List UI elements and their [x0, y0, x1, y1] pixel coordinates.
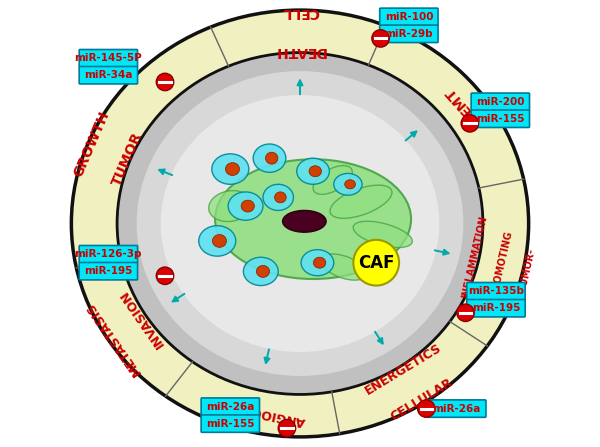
Ellipse shape	[71, 10, 529, 437]
Ellipse shape	[161, 95, 439, 352]
Circle shape	[461, 114, 479, 132]
Circle shape	[372, 30, 389, 47]
FancyBboxPatch shape	[471, 110, 530, 127]
Ellipse shape	[212, 154, 249, 184]
Ellipse shape	[137, 71, 463, 376]
Ellipse shape	[334, 173, 362, 195]
FancyBboxPatch shape	[201, 415, 259, 432]
Circle shape	[418, 400, 435, 417]
Ellipse shape	[297, 158, 329, 184]
Ellipse shape	[228, 192, 263, 220]
Text: CELL: CELL	[281, 5, 319, 19]
Ellipse shape	[313, 165, 352, 194]
Ellipse shape	[301, 249, 334, 276]
Text: miR-126-3p: miR-126-3p	[74, 249, 142, 259]
FancyBboxPatch shape	[79, 50, 137, 67]
FancyBboxPatch shape	[79, 67, 137, 84]
Text: EMT: EMT	[442, 83, 474, 117]
Circle shape	[353, 240, 399, 286]
Circle shape	[156, 267, 174, 284]
Text: miR-100: miR-100	[385, 12, 433, 22]
Ellipse shape	[199, 226, 236, 256]
Text: CAF: CAF	[358, 254, 394, 272]
Text: ENERGETICS: ENERGETICS	[362, 342, 443, 398]
Text: miR-26a: miR-26a	[206, 402, 254, 412]
Ellipse shape	[265, 152, 278, 164]
Text: miR-34a: miR-34a	[84, 70, 133, 80]
Ellipse shape	[345, 180, 355, 189]
Text: miR-145-5P: miR-145-5P	[74, 53, 142, 63]
Ellipse shape	[313, 257, 326, 268]
Ellipse shape	[321, 254, 367, 280]
Ellipse shape	[283, 211, 326, 232]
Ellipse shape	[253, 144, 286, 173]
Circle shape	[457, 304, 474, 321]
Text: miR-135b: miR-135b	[468, 286, 524, 296]
Text: miR-195: miR-195	[84, 266, 133, 276]
Text: miR-195: miR-195	[472, 303, 520, 313]
FancyBboxPatch shape	[471, 93, 530, 110]
Text: miR-26a: miR-26a	[433, 404, 481, 413]
FancyBboxPatch shape	[380, 8, 438, 25]
Circle shape	[156, 73, 174, 91]
Text: TUMOR: TUMOR	[109, 130, 145, 188]
Ellipse shape	[309, 166, 322, 177]
Text: miR-29b: miR-29b	[385, 29, 433, 39]
Text: METASTASIS: METASTASIS	[83, 299, 143, 378]
Circle shape	[278, 419, 296, 437]
Ellipse shape	[263, 184, 293, 211]
FancyBboxPatch shape	[380, 25, 438, 42]
Ellipse shape	[241, 200, 254, 212]
Ellipse shape	[256, 266, 269, 277]
Text: PROMOTING: PROMOTING	[489, 230, 514, 297]
FancyBboxPatch shape	[79, 245, 137, 263]
Ellipse shape	[226, 163, 239, 176]
Text: CELLULAR: CELLULAR	[388, 376, 455, 424]
FancyBboxPatch shape	[467, 299, 525, 317]
Text: ANGIOGENESIS: ANGIOGENESIS	[201, 393, 307, 428]
Ellipse shape	[212, 235, 226, 247]
Ellipse shape	[244, 257, 278, 286]
Ellipse shape	[209, 190, 252, 222]
FancyBboxPatch shape	[467, 283, 525, 300]
Text: miR-200: miR-200	[476, 97, 524, 107]
Ellipse shape	[117, 53, 483, 394]
Ellipse shape	[353, 221, 412, 248]
Text: miR-155: miR-155	[206, 419, 254, 429]
Text: GROWTH: GROWTH	[71, 109, 112, 179]
Ellipse shape	[275, 192, 286, 203]
Text: miR-155: miR-155	[476, 114, 524, 124]
FancyBboxPatch shape	[201, 398, 259, 415]
Text: INFLAMMATION: INFLAMMATION	[460, 215, 489, 300]
Text: DEATH: DEATH	[274, 44, 326, 58]
FancyBboxPatch shape	[79, 262, 137, 280]
Ellipse shape	[215, 159, 411, 279]
Text: TUMOR-: TUMOR-	[518, 247, 538, 292]
Text: INVASION: INVASION	[117, 287, 167, 350]
FancyBboxPatch shape	[428, 400, 486, 417]
Ellipse shape	[330, 185, 392, 218]
